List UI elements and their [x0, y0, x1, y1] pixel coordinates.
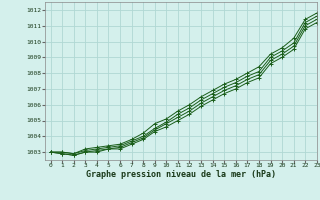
X-axis label: Graphe pression niveau de la mer (hPa): Graphe pression niveau de la mer (hPa) [86, 170, 276, 179]
